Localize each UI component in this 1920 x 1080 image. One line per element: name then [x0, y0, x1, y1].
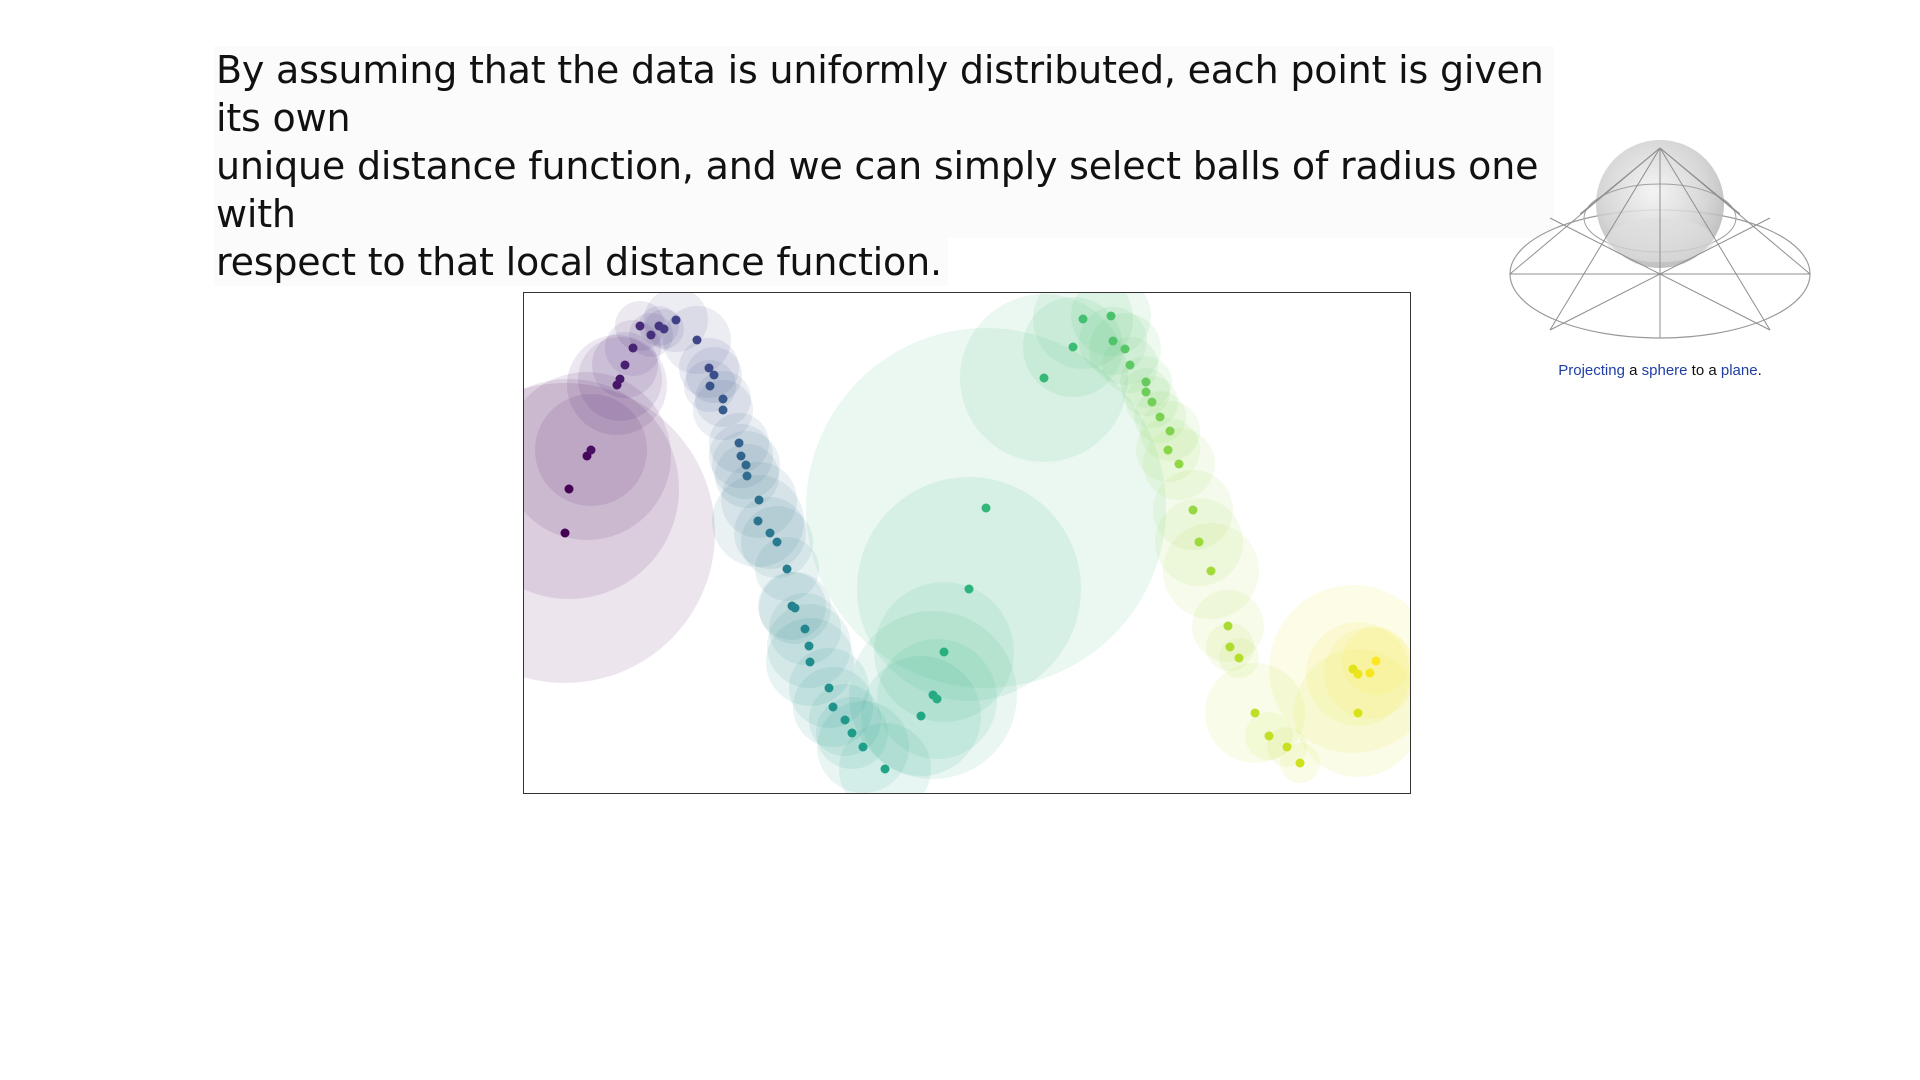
slide-body-text: By assuming that the data is uniformly d…	[214, 46, 1554, 286]
data-point	[1163, 445, 1173, 455]
data-point	[1039, 373, 1049, 383]
data-point	[704, 363, 714, 373]
data-point	[1264, 731, 1274, 741]
data-point	[1223, 621, 1233, 631]
data-point	[804, 641, 814, 651]
data-point	[615, 374, 625, 384]
data-point	[753, 516, 763, 526]
data-point	[1120, 344, 1130, 354]
data-point	[742, 471, 752, 481]
data-point	[1282, 742, 1292, 752]
data-point	[1365, 668, 1375, 678]
data-point	[1206, 566, 1216, 576]
data-point	[734, 438, 744, 448]
data-point	[1078, 314, 1088, 324]
caption-text: .	[1757, 362, 1762, 379]
data-point	[1250, 708, 1260, 718]
data-point	[754, 495, 764, 505]
data-point	[1353, 708, 1363, 718]
data-point	[939, 647, 949, 657]
data-point	[981, 503, 991, 513]
data-point	[1165, 426, 1175, 436]
caption-link-projecting[interactable]: Projecting	[1558, 362, 1625, 379]
data-point	[1125, 360, 1135, 370]
data-point	[560, 528, 570, 538]
radius-ball	[524, 383, 715, 683]
slide-text-line: By assuming that the data is uniformly d…	[214, 46, 1554, 142]
slide-text-line: unique distance function, and we can sim…	[214, 142, 1554, 238]
figure-caption: Projecting a sphere to a plane.	[1500, 362, 1820, 379]
data-point	[635, 321, 645, 331]
radius-ball	[524, 379, 679, 599]
data-point	[1108, 336, 1118, 346]
sphere-projection-icon	[1509, 140, 1811, 339]
sphere-projection-figure	[1500, 132, 1820, 392]
data-point	[800, 624, 810, 634]
caption-text: to a	[1687, 362, 1721, 379]
data-point	[1234, 653, 1244, 663]
data-point	[828, 702, 838, 712]
data-point	[858, 742, 868, 752]
data-point	[790, 603, 800, 613]
data-point	[840, 715, 850, 725]
caption-text: a	[1624, 362, 1642, 379]
caption-link-sphere[interactable]: sphere	[1641, 362, 1688, 379]
data-point	[1068, 342, 1078, 352]
data-points-layer	[560, 311, 1381, 774]
data-point	[1188, 505, 1198, 515]
slide-text-line: respect to that local distance function.	[214, 238, 948, 286]
radius-ball	[524, 372, 671, 540]
data-point	[824, 683, 834, 693]
scatter-plot	[523, 292, 1411, 794]
data-point	[741, 460, 751, 470]
data-point	[671, 315, 681, 325]
data-point	[718, 405, 728, 415]
data-point	[782, 564, 792, 574]
data-point	[1295, 758, 1305, 768]
data-point	[1225, 642, 1235, 652]
data-point	[620, 360, 630, 370]
radius-balls-layer	[524, 293, 1410, 793]
data-point	[709, 370, 719, 380]
data-point	[1194, 537, 1204, 547]
scatter-plot-canvas	[524, 293, 1410, 793]
radius-ball	[1033, 293, 1133, 369]
data-point	[772, 537, 782, 547]
data-point	[659, 324, 669, 334]
data-point	[586, 445, 596, 455]
data-point	[1353, 669, 1363, 679]
data-point	[1147, 397, 1157, 407]
data-point	[916, 711, 926, 721]
data-point	[1141, 387, 1151, 397]
radius-ball	[1294, 649, 1410, 777]
data-point	[805, 657, 815, 667]
caption-link-plane[interactable]: plane	[1720, 362, 1758, 379]
data-point	[1174, 459, 1184, 469]
radius-ball	[839, 723, 931, 793]
data-point	[847, 728, 857, 738]
data-point	[932, 694, 942, 704]
data-point	[1371, 656, 1381, 666]
data-point	[646, 330, 656, 340]
data-point	[1106, 311, 1116, 321]
radius-ball	[1071, 293, 1151, 356]
data-point	[564, 484, 574, 494]
data-point	[718, 394, 728, 404]
data-point	[880, 764, 890, 774]
data-point	[628, 343, 638, 353]
data-point	[736, 451, 746, 461]
radius-ball	[1269, 585, 1410, 753]
data-point	[765, 528, 775, 538]
data-point	[705, 381, 715, 391]
data-point	[1155, 412, 1165, 422]
data-point	[1141, 377, 1151, 387]
data-point	[692, 335, 702, 345]
data-point	[964, 584, 974, 594]
